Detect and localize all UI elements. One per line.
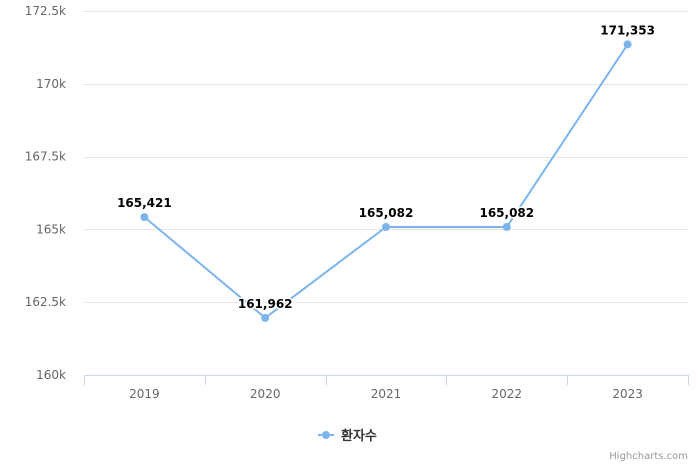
series-line (143, 43, 629, 319)
y-axis: 160k 162.5k 165k 167.5k 170k 172.5k (25, 4, 66, 382)
data-point[interactable] (140, 213, 149, 222)
x-axis: 2019 2020 2021 2022 2023 (84, 375, 689, 401)
y-tick-label: 165k (36, 222, 66, 236)
y-tick-label: 160k (36, 368, 66, 382)
data-point[interactable] (261, 313, 270, 322)
data-labels: 165,421 161,962 165,082 165,082 171,353 (116, 22, 657, 312)
y-tick-label: 162.5k (25, 295, 66, 309)
data-label: 165,082 (479, 206, 534, 220)
legend-marker-icon (322, 431, 330, 439)
y-tick-label: 167.5k (25, 150, 66, 164)
series-layer (140, 40, 632, 322)
legend-label[interactable]: 환자수 (341, 428, 377, 444)
x-tick-label: 2023 (612, 387, 643, 401)
x-tick-label: 2022 (492, 387, 523, 401)
data-point[interactable] (382, 223, 390, 232)
grid-layer (84, 11, 688, 376)
x-tick-label: 2021 (371, 387, 402, 401)
data-point[interactable] (623, 40, 632, 49)
credits-link[interactable]: Highcharts.com (609, 451, 688, 462)
x-tick-label: 2019 (129, 387, 160, 401)
data-label: 165,421 (117, 196, 172, 210)
y-tick-label: 172.5k (25, 4, 66, 18)
data-label: 171,353 (600, 23, 655, 37)
x-tick-label: 2020 (250, 387, 281, 401)
data-point[interactable] (502, 223, 511, 232)
data-label: 165,082 (359, 206, 414, 220)
legend[interactable]: 환자수 (318, 428, 377, 444)
data-label: 161,962 (238, 297, 293, 311)
y-tick-label: 170k (36, 77, 66, 91)
